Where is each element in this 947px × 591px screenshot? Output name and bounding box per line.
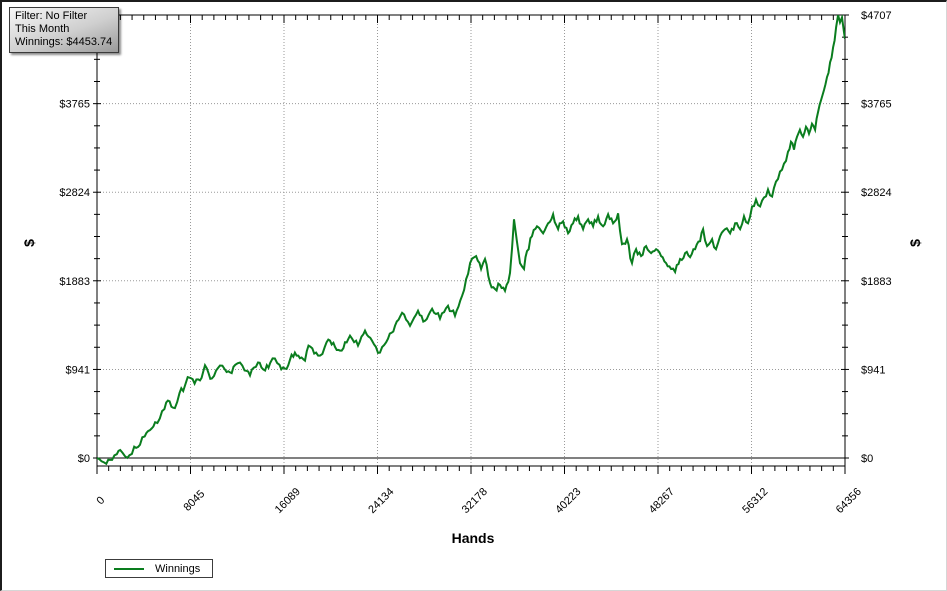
y-tick-label-right: $941 <box>861 364 885 376</box>
x-tick-label: 32178 <box>460 486 490 516</box>
y-tick-label-right: $3765 <box>861 99 892 111</box>
tooltip-period-line: This Month <box>15 23 70 35</box>
x-tick-label: 0 <box>94 494 107 507</box>
x-tick-label: 16089 <box>273 486 303 516</box>
axis-ticks <box>93 14 849 474</box>
x-tick-label: 64356 <box>834 486 864 516</box>
y-tick-label-left: $2824 <box>59 187 90 199</box>
x-tick-label: 8045 <box>181 488 207 514</box>
x-tick-label: 40223 <box>553 486 583 516</box>
legend-winnings[interactable]: Winnings <box>105 559 214 578</box>
gridlines <box>97 15 845 466</box>
tooltip-winnings-line: Winnings: $4453.74 <box>15 36 113 48</box>
y-tick-label-right: $4707 <box>861 10 892 22</box>
filter-info-box: Filter: No Filter This Month Winnings: $… <box>9 7 120 53</box>
x-tick-label: 56312 <box>740 486 770 516</box>
winnings-series-line <box>97 15 845 466</box>
y-axis-title-right: $ <box>907 239 923 247</box>
y-tick-label-left: $1883 <box>59 276 90 288</box>
y-axis-title-left: $ <box>21 239 37 247</box>
legend-label: Winnings <box>155 562 201 575</box>
x-axis-title: Hands <box>451 530 495 546</box>
y-tick-label-right: $1883 <box>861 276 892 288</box>
y-tick-label-left: $941 <box>66 364 90 376</box>
winnings-line-sample <box>114 567 144 570</box>
y-tick-label-right: $0 <box>861 453 873 465</box>
x-tick-label: 48267 <box>647 486 677 516</box>
x-tick-label: 24134 <box>366 486 396 516</box>
tooltip-filter-line: Filter: No Filter <box>15 10 88 22</box>
y-tick-label-right: $2824 <box>861 187 892 199</box>
y-tick-label-left: $3765 <box>59 99 90 111</box>
y-tick-label-left: $0 <box>78 453 90 465</box>
